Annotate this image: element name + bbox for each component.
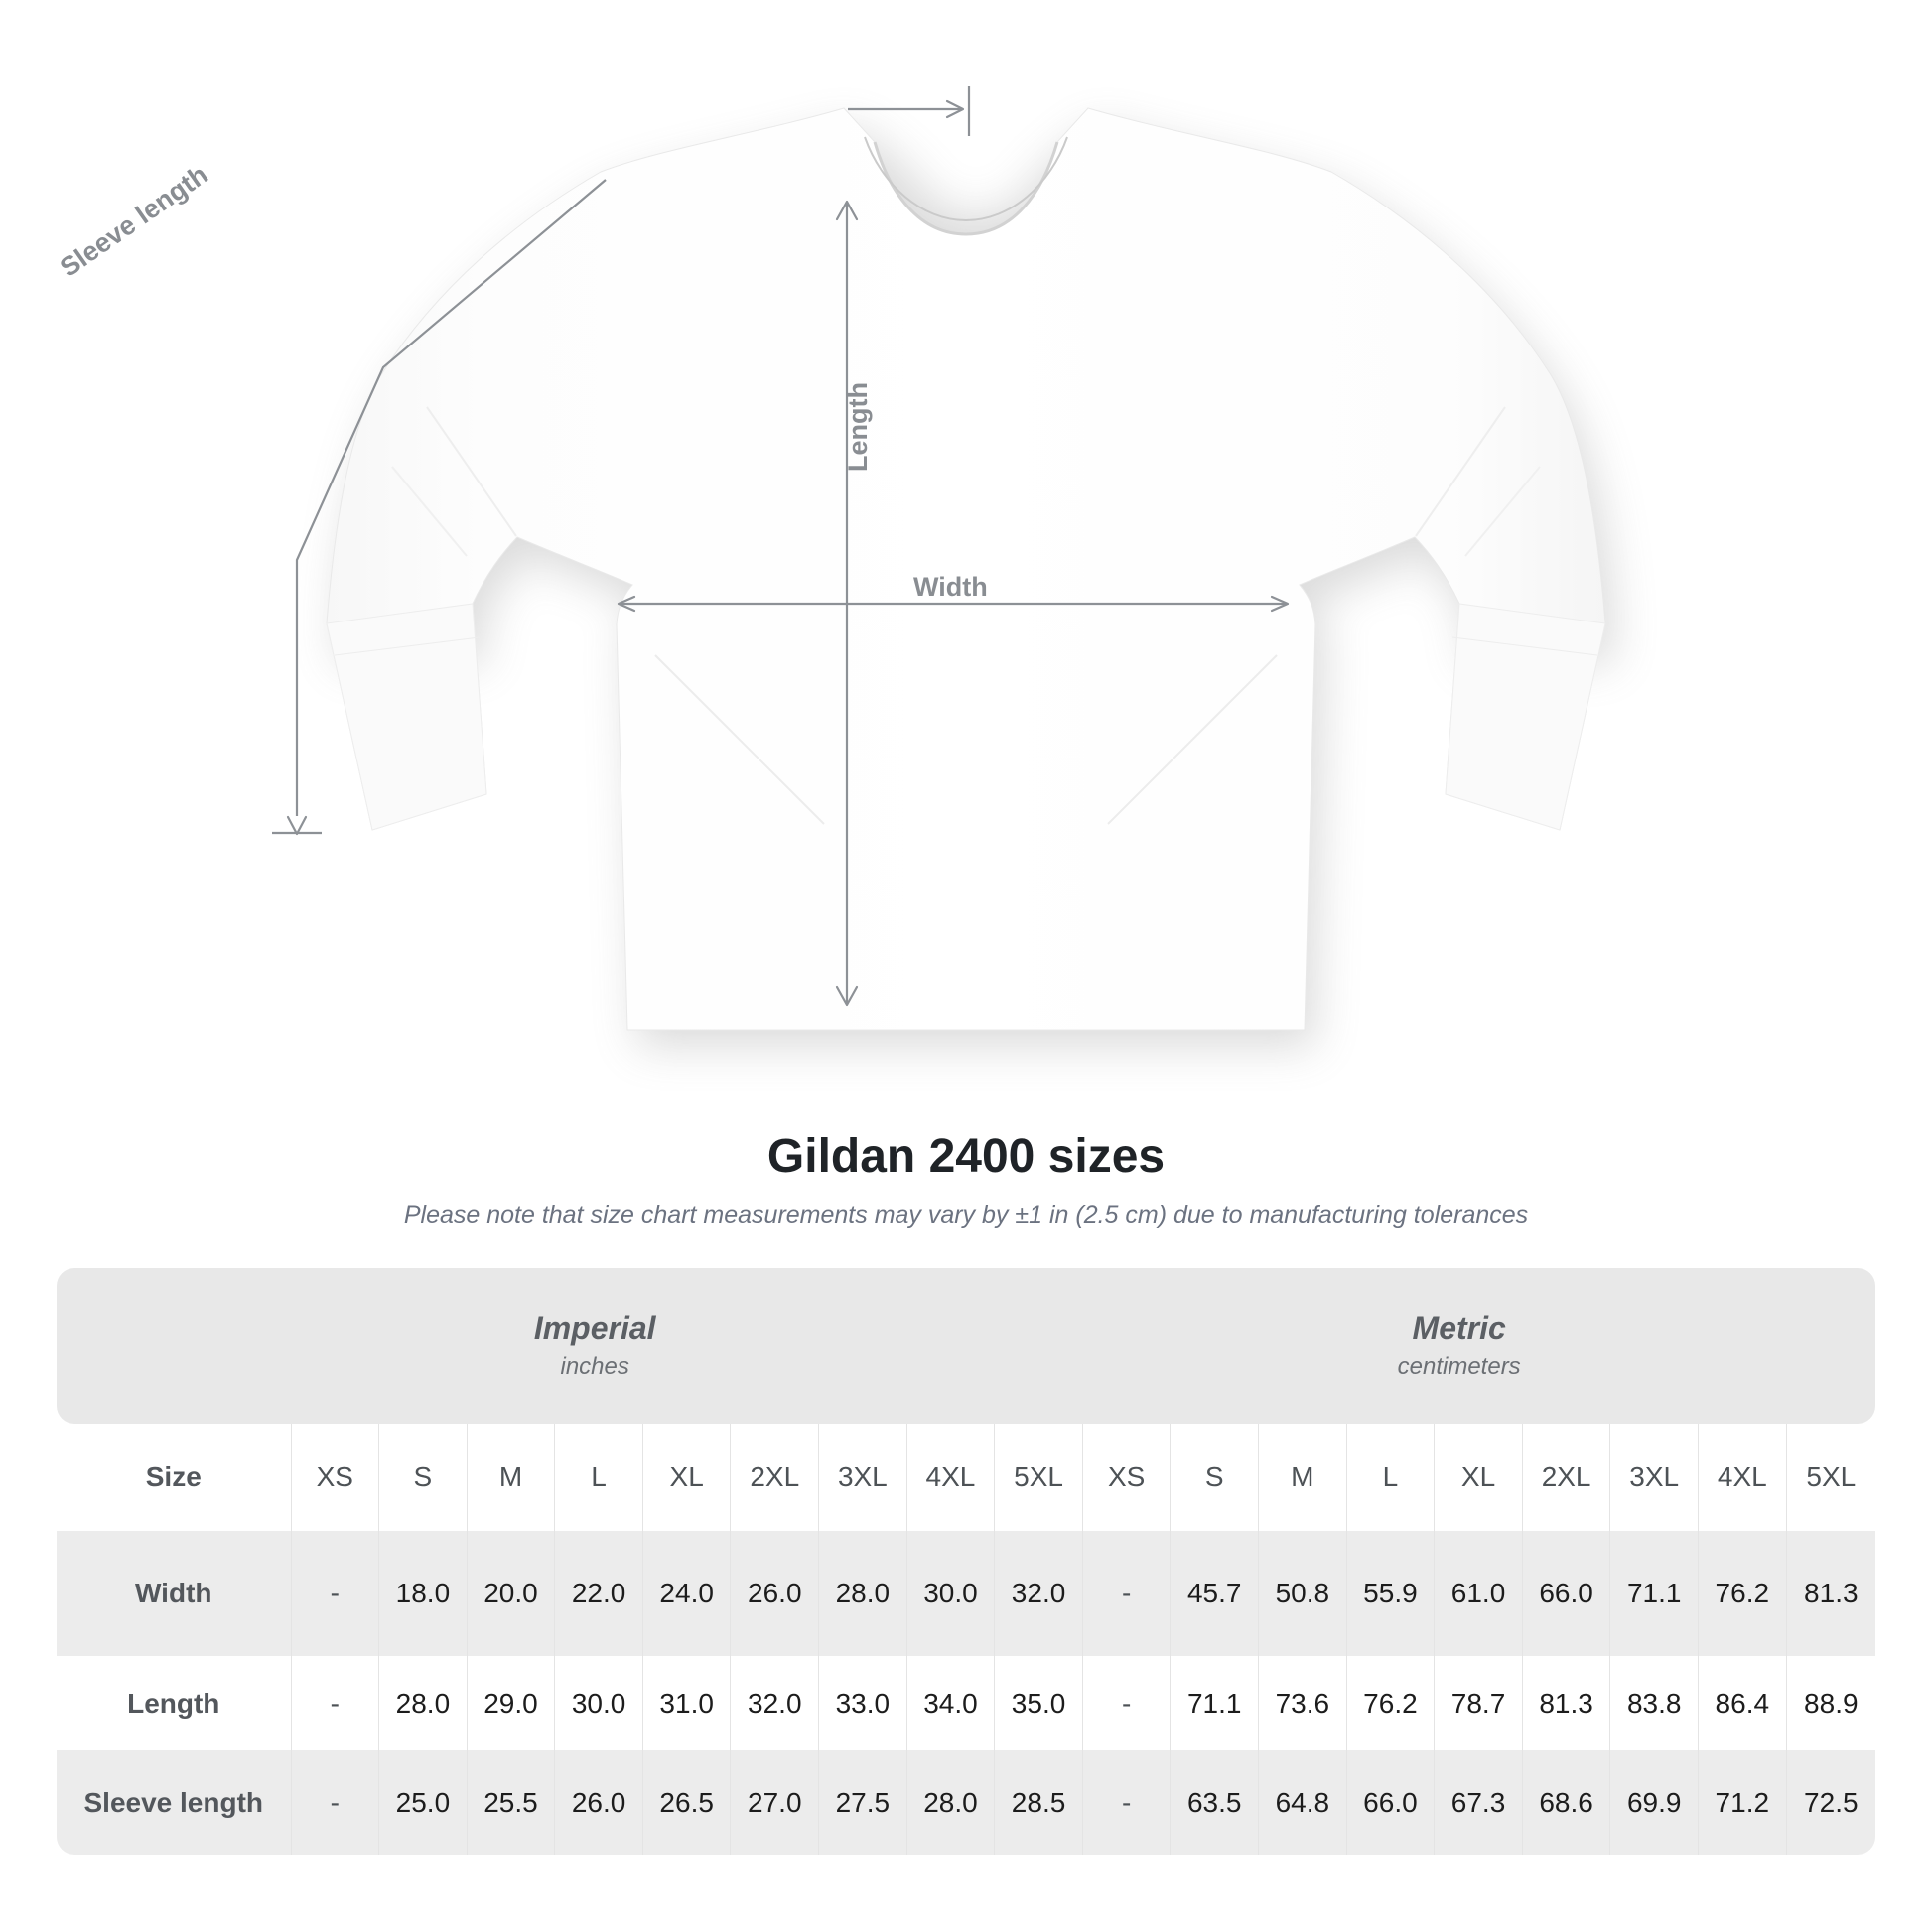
svg-text:Width: Width xyxy=(913,572,988,602)
svg-text:Sleeve length: Sleeve length xyxy=(55,159,213,282)
svg-text:Length: Length xyxy=(843,382,873,472)
